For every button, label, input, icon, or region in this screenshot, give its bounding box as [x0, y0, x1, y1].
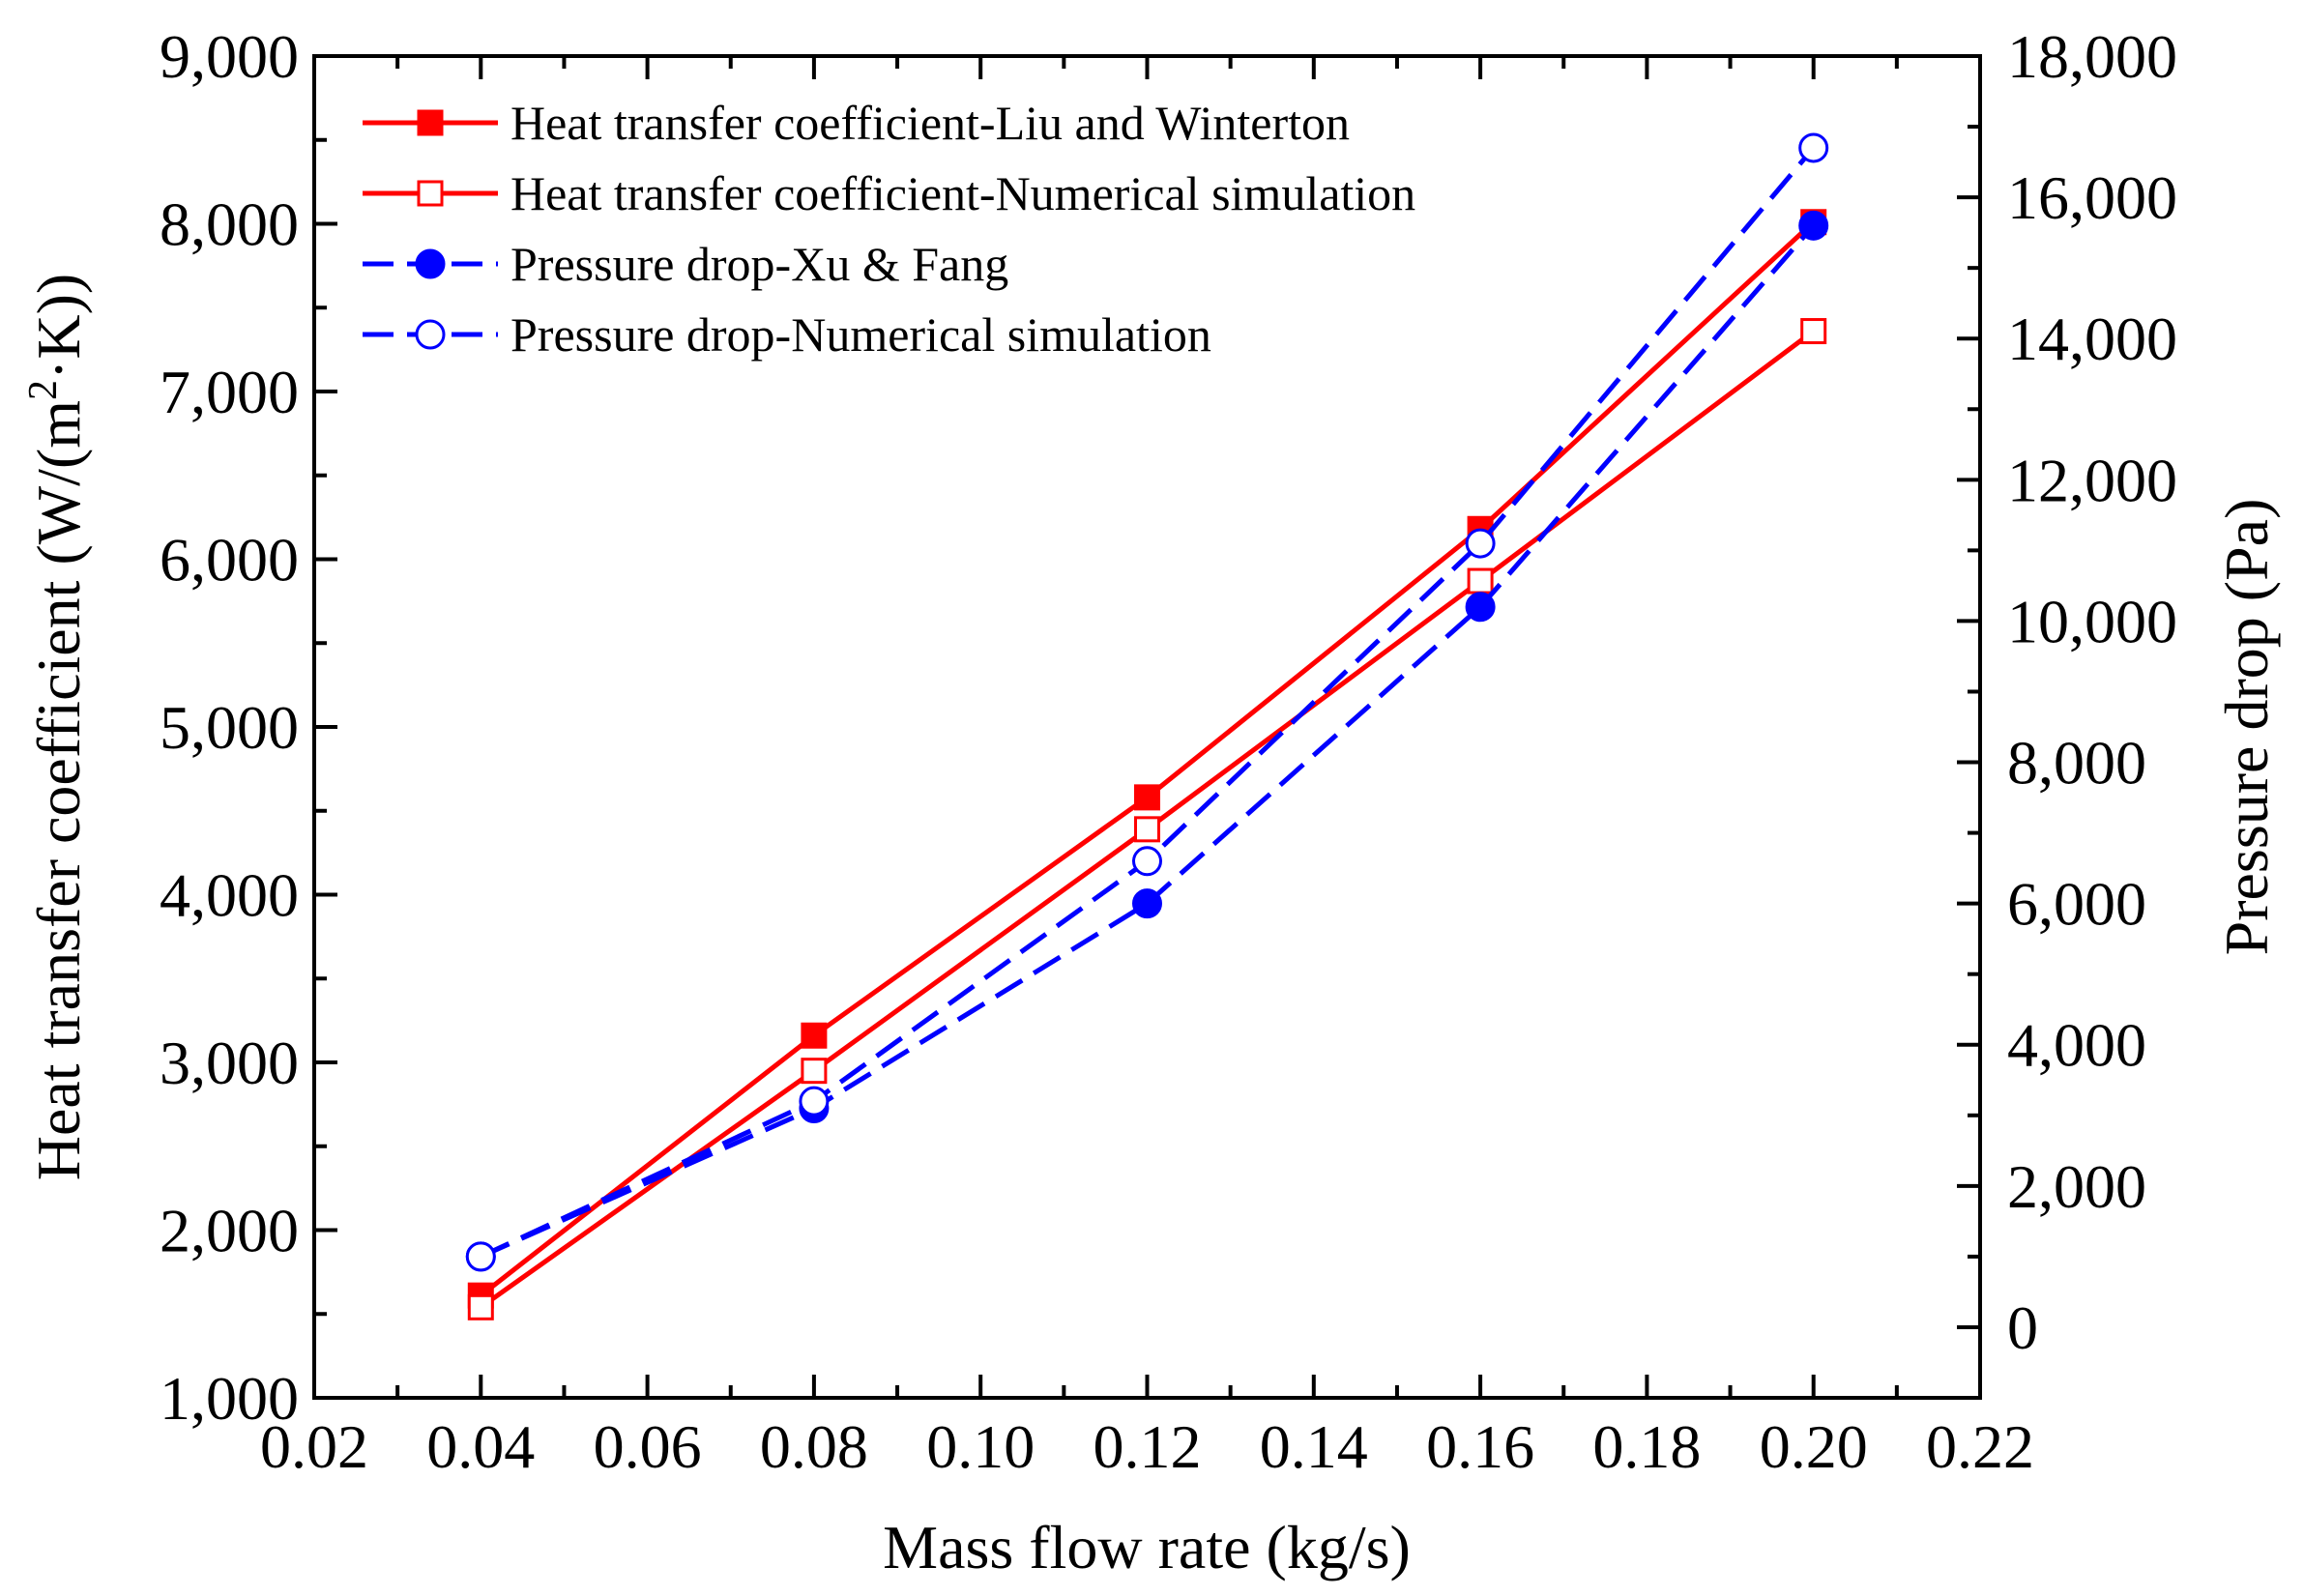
x-tick-label: 0.06	[594, 1412, 702, 1481]
legend-entry-4: Pressure drop-Numerical simulation	[363, 307, 1211, 362]
y2-tick-label: 2,000	[2007, 1152, 2146, 1221]
x-tick-label: 0.08	[760, 1412, 868, 1481]
y-axis-title-superscript: 2	[21, 380, 66, 400]
y-tick-label: 8,000	[160, 190, 299, 259]
data-marker-circle	[415, 248, 446, 279]
data-marker-square	[417, 180, 444, 207]
series-3	[465, 210, 1829, 1272]
x-tick-label: 0.16	[1426, 1412, 1534, 1481]
plot-area-frame	[312, 54, 1982, 1400]
y-tick-label: 9,000	[160, 22, 299, 91]
y2-axis-title: Pressure drop (Pa)	[2212, 499, 2281, 956]
series-2	[467, 318, 1827, 1320]
x-tick-label: 0.20	[1760, 1412, 1868, 1481]
data-marker-circle	[1798, 210, 1829, 241]
y-tick-label: 4,000	[160, 861, 299, 930]
legend-label: Heat transfer coefficient-Numerical simu…	[510, 166, 1415, 220]
data-marker-circle	[1798, 132, 1829, 163]
data-marker-square	[417, 109, 444, 136]
legend-label: Heat transfer coefficient-Liu and Winter…	[510, 96, 1350, 150]
x-tick-label: 0.22	[1926, 1412, 2034, 1481]
data-marker-square	[801, 1022, 828, 1049]
data-marker-square	[1467, 567, 1494, 595]
y2-tick-label: 12,000	[2007, 446, 2177, 514]
series-1	[467, 209, 1827, 1309]
series-4	[465, 132, 1829, 1272]
data-marker-square	[467, 1293, 494, 1320]
x-tick-label: 0.12	[1094, 1412, 1202, 1481]
x-tick-label: 0.02	[260, 1412, 368, 1481]
y2-tick-label: 4,000	[2007, 1011, 2146, 1080]
y2-tick-label: 14,000	[2007, 305, 2177, 373]
y2-tick-label: 6,000	[2007, 870, 2146, 939]
y2-tick-label: 18,000	[2007, 22, 2177, 91]
data-marker-circle	[1132, 846, 1162, 877]
data-marker-circle	[465, 1241, 496, 1272]
y-tick-label: 5,000	[160, 693, 299, 762]
data-marker-square	[1800, 318, 1827, 345]
y-tick-label: 3,000	[160, 1029, 299, 1097]
y-tick-label: 2,000	[160, 1197, 299, 1265]
x-tick-label: 0.04	[426, 1412, 535, 1481]
legend-entry-1: Heat transfer coefficient-Liu and Winter…	[363, 96, 1350, 150]
y-tick-label: 6,000	[160, 526, 299, 595]
y2-tick-label: 16,000	[2007, 163, 2177, 232]
legend: Heat transfer coefficient-Liu and Winter…	[363, 96, 1415, 362]
data-marker-square	[1134, 816, 1160, 843]
legend-label: Pressure drop-Numerical simulation	[510, 307, 1211, 362]
data-marker-circle	[1465, 528, 1496, 559]
x-tick-label: 0.18	[1592, 1412, 1701, 1481]
data-marker-circle	[799, 1086, 830, 1117]
data-marker-circle	[1132, 888, 1162, 919]
series-layer	[465, 132, 1829, 1320]
y-axis-title-part-1: Heat transfer coefficient (W/(m	[24, 400, 93, 1180]
data-marker-square	[1134, 784, 1160, 811]
y2-tick-label: 8,000	[2007, 729, 2146, 798]
data-marker-square	[801, 1058, 828, 1085]
data-marker-circle	[415, 319, 446, 350]
legend-entry-2: Heat transfer coefficient-Numerical simu…	[363, 166, 1415, 220]
legend-entry-3: Pressure drop-Xu & Fang	[363, 237, 1008, 291]
y-tick-label: 7,000	[160, 358, 299, 426]
y-axis-title: Heat transfer coefficient (W/(m2·K))	[21, 274, 93, 1180]
y2-tick-label: 0	[2007, 1293, 2038, 1362]
tick-labels: 0.02 0.04 0.06 0.08 0.10 0.12 0.14 0.16 0.18 0.20…	[160, 22, 2177, 1481]
data-marker-circle	[1465, 592, 1496, 623]
y2-tick-label: 10,000	[2007, 587, 2177, 655]
x-tick-label: 0.14	[1260, 1412, 1368, 1481]
series-line	[480, 223, 1816, 1260]
x-axis-title: Mass flow rate (kg/s)	[883, 1513, 1411, 1581]
y-tick-label: 1,000	[160, 1364, 299, 1433]
x-tick-label: 0.10	[926, 1412, 1035, 1481]
legend-label: Pressure drop-Xu & Fang	[510, 237, 1008, 291]
y-axis-title-part-2: ·K))	[24, 274, 93, 380]
